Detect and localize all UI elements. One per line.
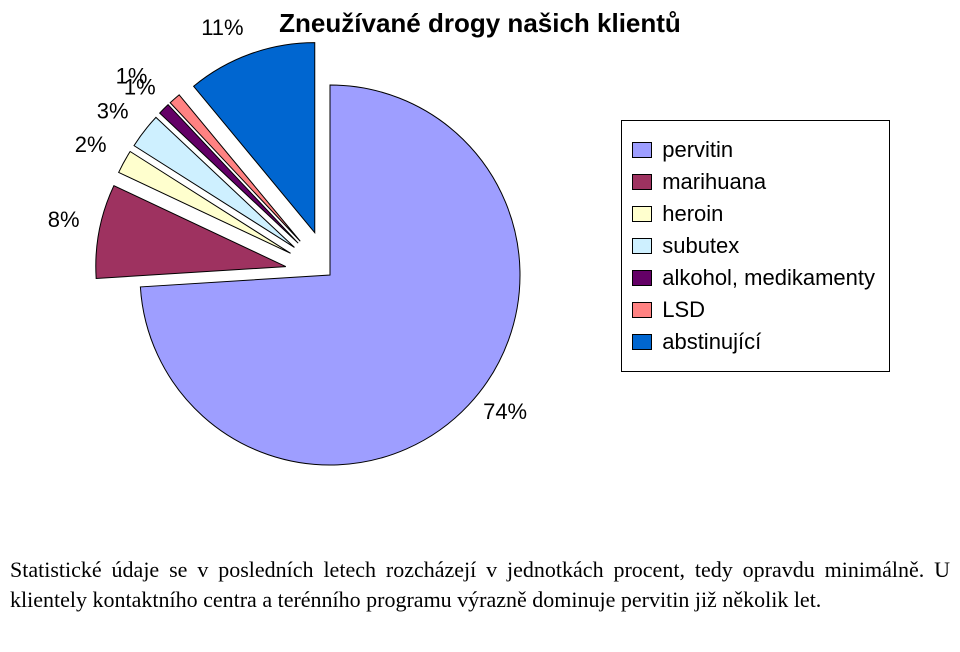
slice-label: 3% — [97, 99, 129, 124]
legend-swatch — [632, 238, 652, 254]
slice-label: 2% — [75, 132, 107, 157]
body-text: Statistické údaje se v posledních letech… — [10, 555, 950, 614]
slice-label: 11% — [201, 15, 243, 40]
chart-frame: Zneužívané drogy našich klientů 74%8%2%3… — [10, 0, 950, 530]
legend-swatch — [632, 270, 652, 286]
pie-chart: 74%8%2%3%1%1%11% — [140, 85, 520, 465]
legend-swatch — [632, 174, 652, 190]
legend-swatch — [632, 334, 652, 350]
pie-svg: 74%8%2%3%1%1%11% — [140, 85, 520, 465]
legend-item: alkohol, medikamenty — [632, 265, 875, 291]
legend-label: marihuana — [662, 169, 766, 195]
slice-label: 74% — [483, 399, 527, 424]
legend-swatch — [632, 302, 652, 318]
legend-item: marihuana — [632, 169, 875, 195]
legend: pervitin marihuana heroin subutex alkohol, m… — [621, 120, 890, 372]
chart-title: Zneužívané drogy našich klientů — [10, 8, 950, 39]
legend-label: LSD — [662, 297, 705, 323]
page: Zneužívané drogy našich klientů 74%8%2%3… — [0, 0, 960, 652]
legend-label: pervitin — [662, 137, 733, 163]
slice-label: 8% — [48, 207, 80, 232]
legend-swatch — [632, 142, 652, 158]
legend-item: LSD — [632, 297, 875, 323]
legend-label: alkohol, medikamenty — [662, 265, 875, 291]
legend-label: heroin — [662, 201, 723, 227]
slice-label: 1% — [116, 64, 148, 89]
legend-item: heroin — [632, 201, 875, 227]
legend-label: abstinující — [662, 329, 761, 355]
legend-item: subutex — [632, 233, 875, 259]
legend-swatch — [632, 206, 652, 222]
legend-item: abstinující — [632, 329, 875, 355]
legend-label: subutex — [662, 233, 739, 259]
legend-item: pervitin — [632, 137, 875, 163]
